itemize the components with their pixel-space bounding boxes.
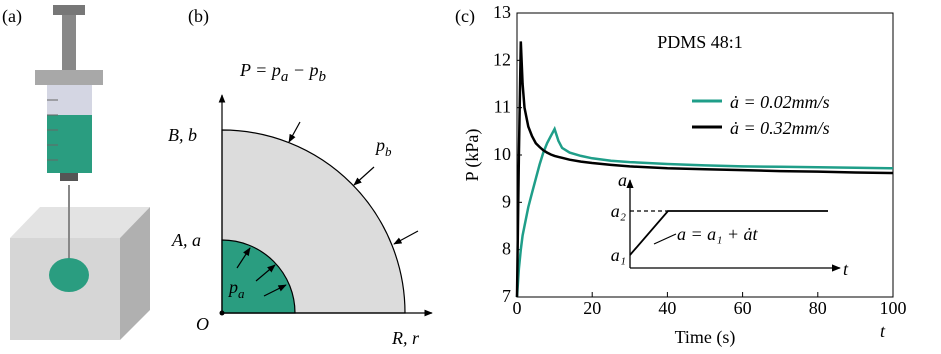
y-tick-label: 10 — [493, 144, 511, 164]
syringe-illustration — [10, 5, 150, 340]
x-tick-label: 20 — [583, 298, 601, 318]
geometry — [218, 94, 433, 317]
x-tick-label: 80 — [809, 298, 827, 318]
series-line — [515, 41, 894, 298]
y-tick-label: 9 — [502, 191, 511, 211]
symbol: p — [227, 277, 238, 297]
legend-label: ȧ = 0.32mm/s — [730, 118, 830, 138]
subscript: a — [281, 69, 289, 85]
symbol: p — [374, 135, 385, 155]
subscript: b — [385, 144, 392, 159]
x-axis-symbol: t — [880, 321, 886, 341]
y-tick-label: 8 — [502, 239, 511, 259]
x-tick-label: 0 — [513, 298, 522, 318]
inset-tick-label: a₁ — [611, 245, 626, 265]
y-tick-label: 13 — [493, 2, 511, 22]
x-tick-label: 60 — [734, 298, 752, 318]
inset-y-symbol: a — [618, 170, 627, 190]
inner-pressure-label: pa — [227, 277, 245, 301]
equation-part: P = p — [239, 60, 281, 80]
y-axis-label: P (kPa) — [462, 129, 483, 182]
y-tick-label: 7 — [502, 286, 511, 306]
x-tick-label: 100 — [880, 298, 907, 318]
chart: (c) 7 8 9 10 11 12 13 0 20 40 60 80 100 Time (s) t P (kP… — [455, 2, 907, 348]
subscript: a — [238, 286, 245, 301]
y-tick-label: 12 — [493, 49, 511, 69]
series-line — [515, 125, 894, 298]
inset-x-symbol: t — [843, 259, 849, 279]
equation-part: − p — [288, 60, 318, 80]
outer-radius-label: B, b — [168, 125, 197, 145]
subscript: b — [318, 69, 326, 85]
inner-radius-label: A, a — [171, 230, 201, 250]
x-axis-label: Time (s) — [675, 327, 736, 348]
panel-label: (c) — [455, 6, 475, 27]
equation: P = pa − pb — [239, 60, 326, 85]
annotation: PDMS 48:1 — [657, 32, 743, 52]
inset-formula: a = a₁ + ȧt — [677, 224, 759, 244]
panel-label: (b) — [188, 6, 209, 27]
x-tick-label: 40 — [658, 298, 676, 318]
inset-curve — [629, 210, 828, 256]
panel-label: (a) — [2, 6, 22, 27]
inset-pointer — [653, 233, 677, 245]
radial-label: R, r — [391, 328, 420, 348]
legend-label: ȧ = 0.02mm/s — [730, 92, 830, 112]
origin-label: O — [196, 314, 209, 334]
outer-pressure-label: pb — [374, 135, 392, 159]
y-tick-label: 11 — [494, 97, 511, 117]
inset-tick-label: a₂ — [611, 201, 626, 221]
